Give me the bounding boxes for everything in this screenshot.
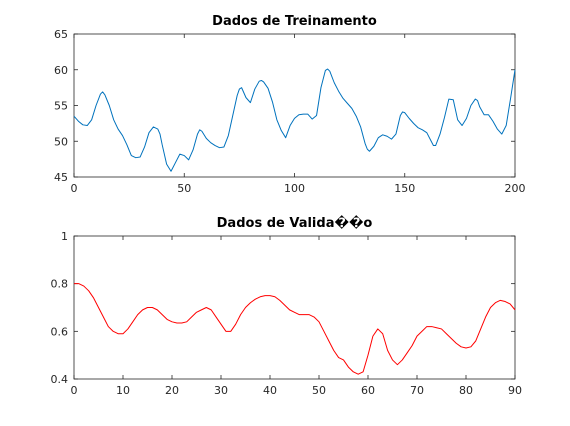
validation-chart: 0 10 20 30 40 50 60 70 80 90 0.4 0.6 0.8 1 Dados de Va… [51,215,523,397]
y-tick-label: 60 [54,64,68,77]
x-tick-label: 0 [71,384,78,397]
x-tick-label: 0 [71,182,78,195]
y-tick-label: 65 [54,28,68,41]
x-tick-label: 50 [177,182,191,195]
x-tick-label: 70 [410,384,424,397]
x-tick-label: 60 [361,384,375,397]
y-tick-label: 0.6 [51,325,69,338]
y-tick-label: 50 [54,135,68,148]
training-chart: 0 50 100 150 200 45 50 55 60 65 Dados de Treinamen… [54,14,526,195]
series-line [73,68,516,172]
chart-title: Dados de Treinamento [212,14,377,29]
x-tick-label: 90 [508,384,522,397]
y-tick-label: 0.8 [51,278,69,291]
series-line [74,283,516,375]
x-tick-label: 20 [165,384,179,397]
y-tick-label: 1 [61,230,68,243]
x-tick-label: 50 [312,384,326,397]
axes-frame [73,235,516,380]
y-tick-label: 0.4 [51,373,69,386]
x-tick-label: 150 [394,182,415,195]
x-tick-label: 100 [284,182,305,195]
x-tick-label: 80 [459,384,473,397]
y-tick-label: 55 [54,100,68,113]
y-tick-label: 45 [54,171,68,184]
x-tick-label: 30 [214,384,228,397]
chart-title: Dados de Valida��o [217,215,373,231]
x-tick-label: 10 [116,384,130,397]
axes-frame [73,33,516,178]
x-tick-label: 40 [263,384,277,397]
x-tick-label: 200 [505,182,526,195]
